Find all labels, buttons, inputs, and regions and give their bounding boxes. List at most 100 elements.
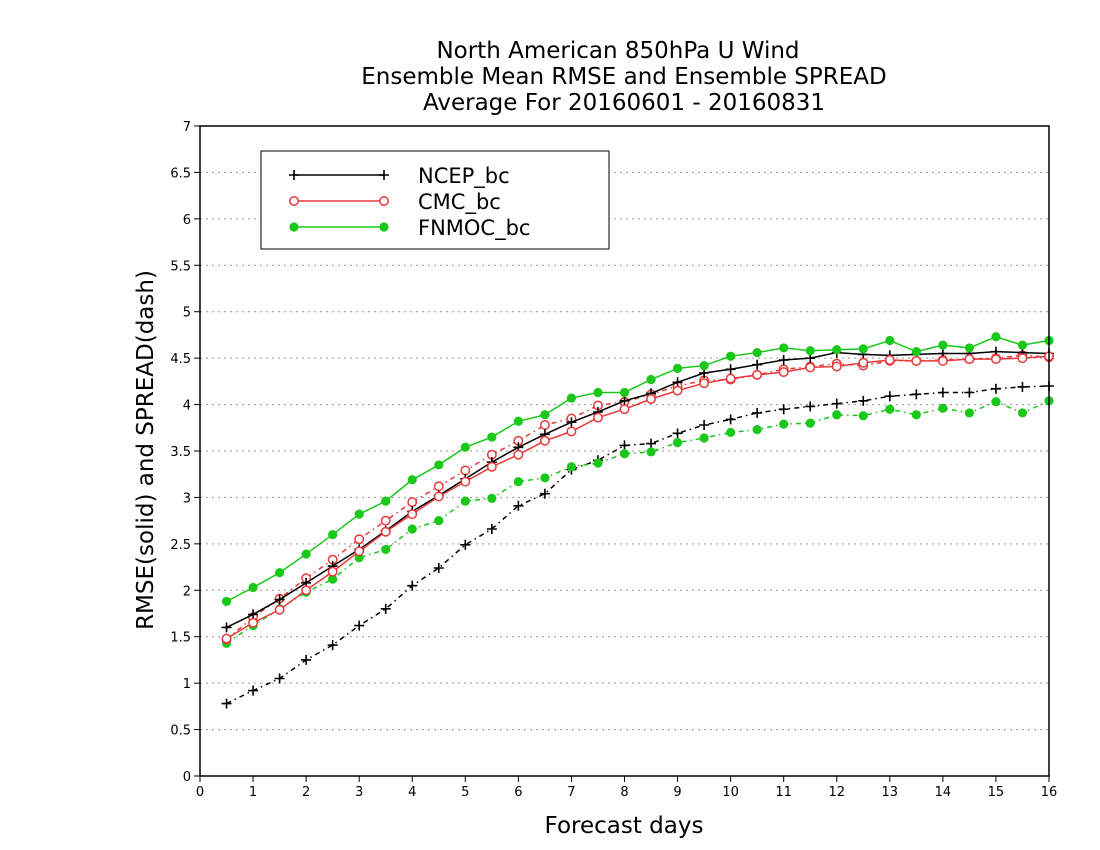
data-point-fnmoc-bc-spread bbox=[779, 419, 789, 429]
data-point-ncep-bc-spread bbox=[619, 440, 630, 451]
data-point-fnmoc-bc-spread bbox=[858, 411, 868, 421]
data-point-fnmoc-bc-rmse bbox=[885, 335, 895, 346]
data-point-ncep-bc-spread bbox=[699, 420, 710, 430]
y-tick-label: 3 bbox=[183, 491, 191, 506]
data-point-cmc-bc-rmse bbox=[486, 461, 497, 472]
y-tick-label: 0.5 bbox=[170, 724, 191, 739]
data-point-fnmoc-bc-rmse bbox=[991, 332, 1001, 342]
data-point-fnmoc-bc-spread bbox=[938, 403, 948, 413]
legend-box bbox=[260, 150, 610, 250]
x-tick-label: 9 bbox=[673, 785, 681, 800]
data-point-fnmoc-bc-spread bbox=[672, 438, 683, 448]
data-point-fnmoc-bc-rmse bbox=[672, 363, 683, 373]
x-tick-label: 15 bbox=[988, 785, 1005, 800]
data-point-cmc-bc-rmse bbox=[831, 361, 842, 372]
series-ncep-bc-rmse bbox=[221, 346, 1054, 633]
data-point-fnmoc-bc-rmse bbox=[832, 345, 842, 355]
data-point-cmc-bc-rmse bbox=[380, 526, 391, 537]
data-point-cmc-bc-rmse bbox=[407, 509, 418, 520]
data-point-cmc-bc-rmse bbox=[539, 435, 550, 446]
series-line-ncep-bc-spread bbox=[226, 385, 1050, 705]
x-axis-title: Forecast days bbox=[545, 813, 704, 839]
data-point-ncep-bc-spread bbox=[274, 673, 285, 684]
legend-entry-ncep-bc: NCEP_bc bbox=[289, 164, 510, 189]
data-point-ncep-bc-rmse bbox=[752, 359, 763, 370]
data-point-fnmoc-bc-spread bbox=[699, 433, 709, 443]
data-point-cmc-bc-rmse bbox=[248, 617, 259, 628]
data-point-fnmoc-bc-spread bbox=[593, 458, 603, 468]
data-point-fnmoc-bc-rmse bbox=[328, 529, 338, 540]
data-point-ncep-bc-spread bbox=[672, 428, 683, 439]
data-point-cmc-bc-rmse bbox=[805, 362, 816, 373]
data-point-cmc-bc-rmse bbox=[274, 604, 285, 615]
y-tick-label: 4.5 bbox=[170, 352, 191, 367]
data-point-fnmoc-bc-rmse bbox=[407, 475, 417, 485]
data-point-fnmoc-bc-rmse bbox=[248, 582, 258, 593]
x-tick-label: 5 bbox=[461, 785, 469, 800]
data-point-fnmoc-bc-spread bbox=[566, 462, 577, 472]
data-point-ncep-bc-spread bbox=[433, 563, 444, 573]
data-point-ncep-bc-rmse bbox=[778, 355, 789, 365]
data-point-fnmoc-bc-spread bbox=[407, 524, 417, 534]
y-tick-label: 0 bbox=[183, 770, 191, 785]
data-point-cmc-bc-rmse bbox=[699, 378, 710, 389]
data-point-ncep-bc-spread bbox=[221, 698, 232, 709]
data-point-fnmoc-bc-spread bbox=[434, 516, 444, 526]
data-point-fnmoc-bc-rmse bbox=[593, 387, 603, 398]
data-point-cmc-bc-rmse bbox=[752, 369, 763, 380]
data-point-fnmoc-bc-spread bbox=[832, 410, 842, 420]
data-point-ncep-bc-spread bbox=[778, 404, 789, 415]
data-point-cmc-bc-rmse bbox=[327, 566, 338, 577]
y-tick-label: 6.5 bbox=[170, 166, 191, 181]
data-point-fnmoc-bc-rmse bbox=[354, 509, 364, 519]
data-point-cmc-bc-rmse bbox=[460, 476, 471, 487]
data-point-cmc-bc-spread bbox=[380, 515, 391, 526]
data-point-cmc-bc-rmse bbox=[725, 373, 736, 384]
data-point-cmc-bc-rmse bbox=[566, 426, 577, 437]
series-cmc-bc-rmse bbox=[221, 351, 1054, 644]
axes: 00.511.522.533.544.555.566.570 1 2 3 4 5 6 7 8 9 1… bbox=[170, 120, 1057, 800]
data-point-ncep-bc-rmse bbox=[672, 377, 683, 388]
data-point-ncep-bc-spread bbox=[858, 395, 869, 406]
data-point-cmc-bc-rmse bbox=[646, 394, 656, 404]
legend-marker bbox=[379, 196, 389, 206]
data-point-ncep-bc-spread bbox=[513, 500, 524, 511]
data-point-cmc-bc-rmse bbox=[513, 449, 524, 460]
x-tick-label: 16 bbox=[1041, 785, 1058, 800]
data-point-fnmoc-bc-spread bbox=[964, 408, 975, 418]
series-layer bbox=[221, 332, 1054, 709]
data-point-ncep-bc-rmse bbox=[619, 395, 630, 406]
data-point-fnmoc-bc-rmse bbox=[779, 343, 789, 353]
x-tick-label: 0 bbox=[196, 785, 204, 800]
data-point-fnmoc-bc-spread bbox=[885, 404, 895, 414]
series-fnmoc-bc-rmse bbox=[221, 332, 1054, 607]
data-point-fnmoc-bc-rmse bbox=[513, 416, 523, 426]
data-point-fnmoc-bc-spread bbox=[991, 397, 1001, 407]
title-line-3: Average For 20160601 - 20160831 bbox=[423, 90, 825, 116]
data-point-ncep-bc-spread bbox=[301, 654, 312, 665]
data-point-fnmoc-bc-rmse bbox=[726, 351, 736, 361]
data-point-cmc-bc-rmse bbox=[593, 412, 603, 423]
x-tick-label: 7 bbox=[567, 785, 575, 800]
legend-entry-cmc-bc: CMC_bc bbox=[289, 190, 501, 215]
data-point-fnmoc-bc-rmse bbox=[858, 344, 868, 354]
data-point-fnmoc-bc-spread bbox=[805, 418, 815, 428]
legend-label: CMC_bc bbox=[418, 190, 501, 215]
title-line-2: Ensemble Mean RMSE and Ensemble SPREAD bbox=[361, 64, 886, 90]
legend-entry-fnmoc-bc: FNMOC_bc bbox=[289, 216, 530, 241]
data-point-fnmoc-bc-spread bbox=[513, 477, 523, 487]
x-tick-label: 13 bbox=[882, 785, 899, 800]
data-point-fnmoc-bc-rmse bbox=[434, 460, 444, 470]
series-line-fnmoc-bc-rmse bbox=[226, 335, 1050, 603]
data-point-cmc-bc-rmse bbox=[301, 585, 312, 596]
legend-marker bbox=[289, 170, 299, 180]
x-tick-label: 11 bbox=[775, 785, 792, 800]
y-tick-label: 5 bbox=[183, 306, 191, 321]
data-point-ncep-bc-spread bbox=[884, 391, 895, 402]
title-line-1: North American 850hPa U Wind bbox=[436, 38, 799, 64]
data-point-fnmoc-bc-rmse bbox=[381, 496, 391, 506]
x-tick-label: 8 bbox=[620, 785, 628, 800]
legend-marker bbox=[289, 196, 299, 206]
data-point-fnmoc-bc-spread bbox=[487, 493, 497, 503]
